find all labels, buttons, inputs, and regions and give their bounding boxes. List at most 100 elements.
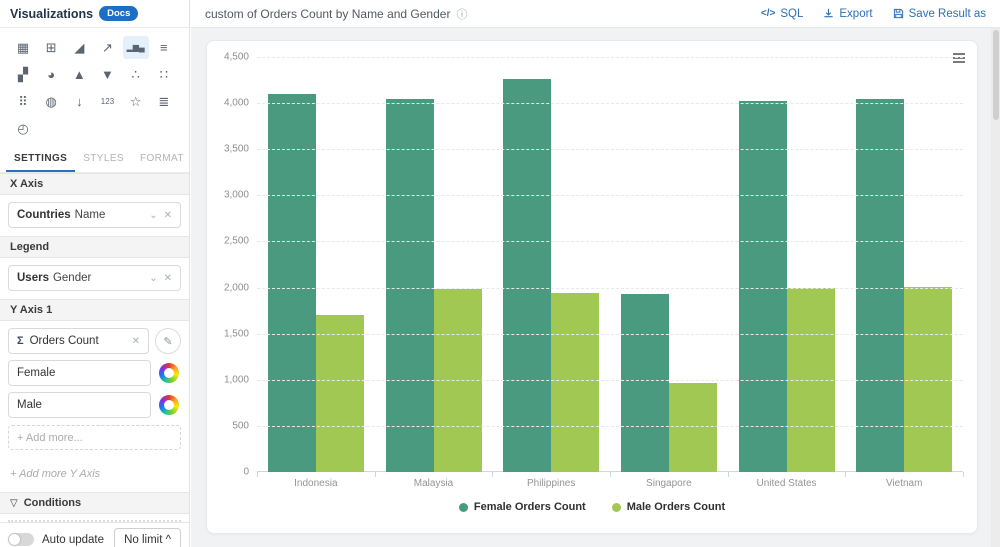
color-picker-male[interactable] bbox=[159, 395, 179, 415]
field-column-name: Gender bbox=[52, 272, 92, 284]
tab-styles[interactable]: STYLES bbox=[83, 153, 124, 164]
column-chart-icon[interactable]: ▂▆▄ bbox=[122, 36, 149, 59]
y-axis-tick-label: 3,500 bbox=[223, 143, 249, 155]
pivot-table-icon[interactable]: ⊞ bbox=[45, 39, 57, 55]
remove-field-icon[interactable]: ✕ bbox=[163, 209, 172, 221]
tab-format[interactable]: FORMAT bbox=[139, 153, 184, 164]
category-group bbox=[728, 57, 846, 472]
legend-dot bbox=[458, 502, 468, 512]
field-table-name: Users bbox=[17, 272, 49, 284]
pie-chart-icon[interactable]: ◕ bbox=[47, 67, 56, 82]
x-axis-tick bbox=[845, 472, 847, 477]
series-field-male[interactable]: Male bbox=[8, 392, 151, 418]
gridline bbox=[257, 425, 963, 427]
conditions-section-header[interactable]: ▽ Conditions bbox=[0, 492, 189, 514]
auto-update-label: Auto update bbox=[42, 533, 105, 546]
main-area: custom of Orders Count by Name and Gende… bbox=[191, 0, 1000, 547]
gridline bbox=[257, 57, 963, 58]
radar-chart-icon[interactable]: ☆ bbox=[129, 93, 142, 109]
measure-name: Orders Count bbox=[29, 335, 99, 347]
heatmap-icon[interactable]: ⠿ bbox=[18, 93, 28, 109]
x-axis-category-label: Vietnam bbox=[885, 478, 923, 489]
x-axis-tick bbox=[492, 472, 494, 477]
gridline bbox=[257, 333, 963, 335]
bar-female-vietnam[interactable] bbox=[856, 98, 905, 472]
x-axis-category-label: Philippines bbox=[526, 478, 576, 489]
field-table-name: Countries bbox=[17, 209, 71, 221]
x-axis-tick bbox=[963, 472, 964, 477]
legend-field[interactable]: Users Gender ⌄ ✕ bbox=[8, 265, 181, 291]
add-more-series-button[interactable]: + Add more... bbox=[8, 425, 181, 450]
bar-female-united-states[interactable] bbox=[738, 101, 787, 472]
bubble-chart-icon[interactable]: ∷ bbox=[159, 66, 168, 82]
x-axis-tick bbox=[610, 472, 611, 477]
bar-female-singapore[interactable] bbox=[620, 294, 669, 472]
scatter-plot-icon[interactable]: ∴ bbox=[131, 66, 140, 82]
funnel-chart-icon[interactable]: ▼ bbox=[101, 67, 114, 82]
bar-male-philippines[interactable] bbox=[551, 293, 600, 472]
pencil-icon: ✎ bbox=[163, 335, 173, 348]
y-axis-tick-label: 500 bbox=[232, 420, 249, 432]
panel-footer: Auto update No limit ^ bbox=[0, 522, 189, 547]
auto-update-toggle[interactable] bbox=[8, 533, 34, 546]
combo-chart-icon[interactable]: ▞ bbox=[18, 66, 28, 82]
x-axis-field[interactable]: Countries Name ⌄ ✕ bbox=[8, 202, 181, 228]
series-field-female[interactable]: Female bbox=[8, 360, 151, 386]
legend-label: Male Orders Count bbox=[626, 501, 726, 513]
map-chart-icon[interactable]: ◍ bbox=[45, 93, 57, 109]
legend-item-male[interactable]: Male Orders Count bbox=[611, 501, 726, 513]
sql-button[interactable]: </> SQL bbox=[760, 7, 804, 20]
chevron-down-icon[interactable]: ⌄ bbox=[149, 209, 158, 221]
panel-header: Visualizations Docs bbox=[0, 0, 189, 28]
page-scrollbar[interactable] bbox=[991, 28, 1000, 547]
add-more-y-axis-button[interactable]: + Add more Y Axis bbox=[10, 468, 101, 480]
pyramid-chart-icon[interactable]: ▲ bbox=[72, 67, 86, 82]
bar-female-malaysia[interactable] bbox=[385, 99, 434, 472]
chart-menu-icon[interactable] bbox=[953, 53, 965, 65]
x-axis-category-label: United States bbox=[756, 478, 817, 489]
series-name: Female bbox=[17, 367, 56, 379]
legend-item-female[interactable]: Female Orders Count bbox=[458, 501, 586, 513]
format-measure-button[interactable]: ✎ bbox=[155, 328, 181, 354]
table-icon[interactable]: ▦ bbox=[16, 39, 30, 55]
info-icon[interactable]: ⓘ bbox=[456, 8, 468, 21]
bar-female-indonesia[interactable] bbox=[267, 93, 316, 472]
parallel-chart-icon[interactable]: ≣ bbox=[158, 93, 170, 109]
header-actions: </> SQL Export Save Result as bbox=[761, 8, 986, 20]
export-button[interactable]: Export bbox=[823, 8, 873, 20]
save-result-as-button[interactable]: Save Result as bbox=[893, 8, 986, 20]
remove-field-icon[interactable]: ✕ bbox=[163, 272, 172, 284]
area-chart-icon[interactable]: ◢ bbox=[74, 39, 85, 55]
legend-label: Female Orders Count bbox=[473, 501, 586, 513]
tab-settings[interactable]: SETTINGS bbox=[6, 146, 76, 172]
category-group bbox=[375, 57, 493, 472]
code-icon: </> bbox=[760, 8, 776, 19]
category-group bbox=[257, 57, 375, 472]
ranking-icon[interactable]: ↓ bbox=[76, 94, 83, 109]
bar-male-vietnam[interactable] bbox=[904, 286, 953, 472]
y-axis-tick-label: 1,500 bbox=[223, 328, 249, 340]
number-kpi-icon[interactable]: 123 bbox=[100, 97, 115, 106]
row-limit-button[interactable]: No limit ^ bbox=[114, 527, 181, 547]
legend-section-header: Legend bbox=[0, 236, 189, 258]
gauge-chart-icon[interactable]: ◴ bbox=[17, 120, 29, 136]
report-header: custom of Orders Count by Name and Gende… bbox=[191, 0, 1000, 28]
horizontal-bar-chart-icon[interactable]: ≡ bbox=[160, 40, 168, 55]
chevron-down-icon[interactable]: ⌄ bbox=[149, 272, 158, 284]
field-column-name: Name bbox=[74, 209, 106, 221]
bar-male-indonesia[interactable] bbox=[315, 315, 364, 472]
scrollbar-thumb[interactable] bbox=[992, 30, 999, 120]
x-axis-line bbox=[257, 471, 963, 472]
x-axis-labels: Indonesia Malaysia Philippines Singapore Uni… bbox=[257, 478, 963, 489]
bar-male-singapore[interactable] bbox=[668, 382, 717, 472]
line-chart-icon[interactable]: ↗ bbox=[102, 39, 113, 55]
remove-field-icon[interactable]: ✕ bbox=[131, 335, 140, 347]
measure-field[interactable]: Σ Orders Count ✕ bbox=[8, 328, 149, 354]
bar-female-philippines[interactable] bbox=[503, 79, 552, 472]
gridline bbox=[257, 103, 963, 105]
x-axis-tick bbox=[374, 472, 376, 477]
docs-badge[interactable]: Docs bbox=[99, 6, 139, 21]
color-picker-female[interactable] bbox=[159, 363, 179, 383]
chart-card: 0 500 1,000 1,500 2,000 2,500 3,000 3,500 4,000 4… bbox=[206, 40, 978, 534]
